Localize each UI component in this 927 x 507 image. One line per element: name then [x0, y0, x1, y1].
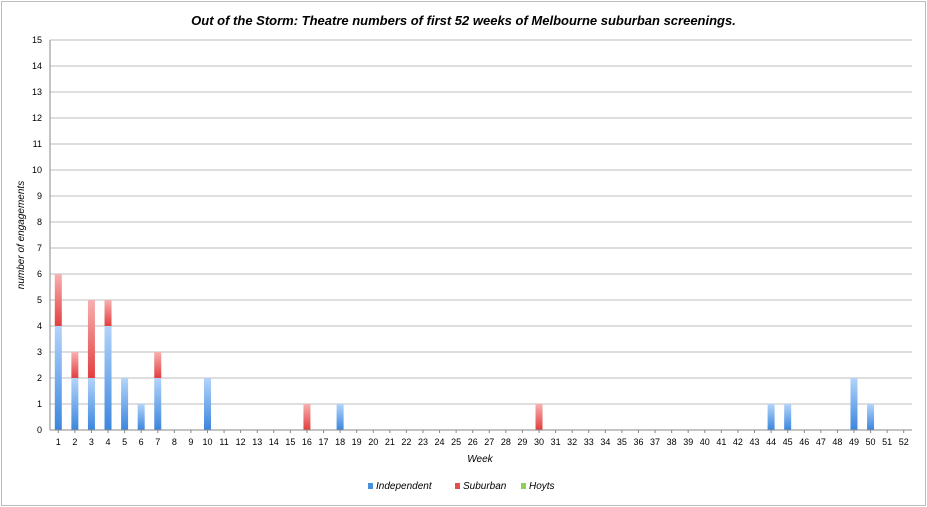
- x-tick-label: 5: [122, 437, 127, 447]
- y-tick-label: 10: [32, 165, 42, 175]
- bar-independent-week-2: [71, 378, 79, 430]
- y-tick-label: 5: [37, 295, 42, 305]
- bar-suburban-week-3: [87, 300, 95, 378]
- x-tick-label: 12: [236, 437, 246, 447]
- y-tick-label: 4: [37, 321, 42, 331]
- bar-independent-week-10: [203, 378, 211, 430]
- legend-label-suburban: Suburban: [463, 481, 507, 492]
- x-tick-label: 14: [269, 437, 279, 447]
- legend-swatch-suburban: [455, 483, 460, 489]
- x-tick-label: 19: [352, 437, 362, 447]
- x-tick-label: 38: [667, 437, 677, 447]
- x-tick-label: 45: [783, 437, 793, 447]
- x-tick-label: 18: [335, 437, 345, 447]
- x-tick-label: 39: [683, 437, 693, 447]
- x-tick-label: 25: [451, 437, 461, 447]
- x-axis-title: Week: [467, 454, 493, 465]
- bar-suburban-week-16: [303, 404, 311, 430]
- x-tick-label: 2: [72, 437, 77, 447]
- x-tick-label: 9: [188, 437, 193, 447]
- y-tick-label: 14: [32, 61, 42, 71]
- bar-independent-week-50: [867, 404, 875, 430]
- y-tick-label: 3: [37, 347, 42, 357]
- y-tick-label: 0: [37, 425, 42, 435]
- x-tick-label: 37: [650, 437, 660, 447]
- bar-suburban-week-7: [154, 352, 162, 378]
- x-tick-label: 48: [832, 437, 842, 447]
- y-tick-label: 2: [37, 373, 42, 383]
- x-tick-label: 46: [799, 437, 809, 447]
- x-tick-label: 31: [551, 437, 561, 447]
- x-tick-label: 20: [368, 437, 378, 447]
- x-tick-label: 43: [750, 437, 760, 447]
- x-tick-label: 23: [418, 437, 428, 447]
- y-axis-title: number of engagements: [16, 181, 27, 289]
- bar-independent-week-6: [137, 404, 145, 430]
- x-tick-label: 27: [484, 437, 494, 447]
- x-tick-label: 15: [285, 437, 295, 447]
- x-tick-label: 34: [600, 437, 610, 447]
- x-tick-label: 50: [866, 437, 876, 447]
- x-tick-label: 17: [319, 437, 329, 447]
- x-tick-label: 24: [435, 437, 445, 447]
- bar-suburban-week-4: [104, 300, 112, 326]
- bar-suburban-week-1: [54, 274, 62, 326]
- y-tick-label: 7: [37, 243, 42, 253]
- x-tick-label: 16: [302, 437, 312, 447]
- y-tick-label: 12: [32, 113, 42, 123]
- x-tick-label: 44: [766, 437, 776, 447]
- bar-independent-week-45: [784, 404, 792, 430]
- x-tick-label: 41: [716, 437, 726, 447]
- x-tick-label: 29: [517, 437, 527, 447]
- bar-independent-week-7: [154, 378, 162, 430]
- x-tick-label: 52: [899, 437, 909, 447]
- x-tick-label: 35: [617, 437, 627, 447]
- x-tick-label: 3: [89, 437, 94, 447]
- x-tick-label: 33: [584, 437, 594, 447]
- x-tick-label: 21: [385, 437, 395, 447]
- x-tick-label: 22: [401, 437, 411, 447]
- legend: Independent Suburban Hoyts: [368, 481, 555, 492]
- x-tick-label: 26: [468, 437, 478, 447]
- y-tick-label: 1: [37, 399, 42, 409]
- x-tick-label: 6: [139, 437, 144, 447]
- y-tick-label: 9: [37, 191, 42, 201]
- legend-swatch-hoyts: [521, 483, 526, 489]
- bar-independent-week-18: [336, 404, 344, 430]
- legend-label-hoyts: Hoyts: [529, 481, 555, 492]
- legend-swatch-independent: [368, 483, 373, 489]
- x-tick-label: 11: [219, 437, 228, 447]
- y-tick-label: 11: [33, 139, 42, 149]
- x-tick-label: 28: [501, 437, 511, 447]
- x-tick-label: 40: [700, 437, 710, 447]
- bar-independent-week-5: [121, 378, 129, 430]
- x-tick-label: 51: [882, 437, 892, 447]
- bar-suburban-week-2: [71, 352, 79, 378]
- bar-independent-week-49: [850, 378, 858, 430]
- bar-independent-week-4: [104, 326, 112, 430]
- bar-independent-week-1: [54, 326, 62, 430]
- bar-independent-week-3: [87, 378, 95, 430]
- x-tick-label: 8: [172, 437, 177, 447]
- x-tick-label: 36: [633, 437, 643, 447]
- y-tick-label: 6: [37, 269, 42, 279]
- x-tick-label: 49: [849, 437, 859, 447]
- y-tick-label: 15: [32, 35, 42, 45]
- y-tick-label: 8: [37, 217, 42, 227]
- x-tick-label: 13: [252, 437, 262, 447]
- x-tick-label: 1: [56, 437, 61, 447]
- x-tick-label: 4: [106, 437, 111, 447]
- x-tick-label: 30: [534, 437, 544, 447]
- chart-title: Out of the Storm: Theatre numbers of fir…: [191, 13, 736, 28]
- y-tick-label: 13: [32, 87, 42, 97]
- x-tick-label: 42: [733, 437, 743, 447]
- legend-label-independent: Independent: [376, 481, 433, 492]
- x-tick-label: 10: [202, 437, 212, 447]
- x-tick-label: 47: [816, 437, 826, 447]
- bar-independent-week-44: [767, 404, 775, 430]
- x-tick-label: 7: [155, 437, 160, 447]
- bar-suburban-week-30: [535, 404, 543, 430]
- x-tick-label: 32: [567, 437, 577, 447]
